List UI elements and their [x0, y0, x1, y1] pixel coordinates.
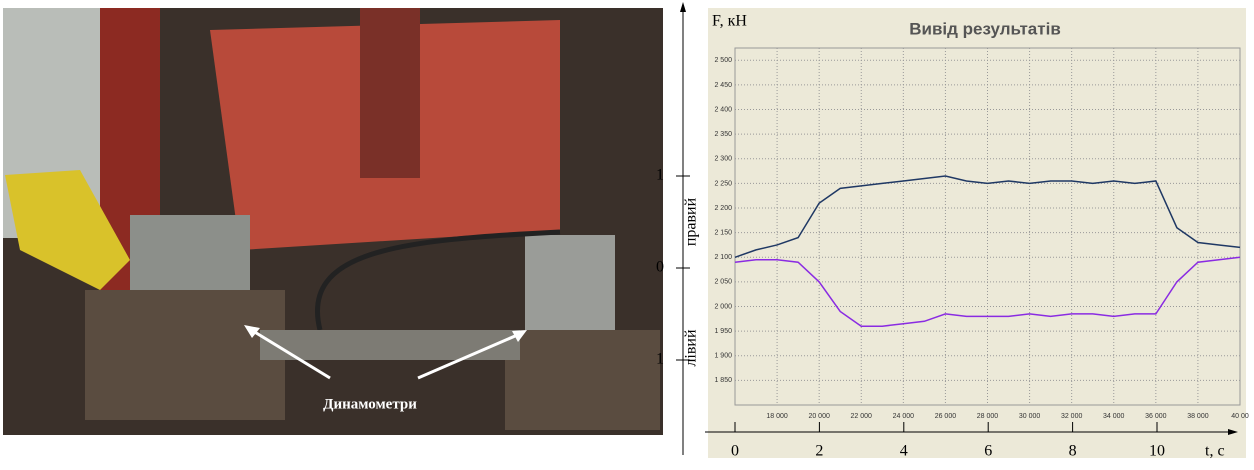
- outer-x-label: t, с: [1205, 443, 1225, 460]
- x-tick-label: 36 000: [1145, 413, 1167, 420]
- photo-label: Динамометри: [323, 396, 417, 412]
- arrow-head: [680, 2, 686, 12]
- y-tick-label: 2 100: [714, 254, 732, 261]
- y-tick-label: 1 900: [714, 353, 732, 360]
- y-tick-label: 2 300: [714, 156, 732, 163]
- x-tick-label: 32 000: [1061, 413, 1083, 420]
- outer-x-tick-label: 8: [1069, 443, 1077, 460]
- y-tick-label: 1 850: [714, 377, 732, 384]
- x-tick-label: 22 000: [851, 413, 873, 420]
- x-tick-label: 40 00: [1231, 413, 1249, 420]
- y-tick-label: 2 200: [714, 205, 732, 212]
- outer-y-tick-label: 0: [656, 259, 664, 276]
- x-tick-label: 38 000: [1187, 413, 1209, 420]
- chart-title: Вивід результатів: [909, 19, 1061, 38]
- figure: Динамометри Вивід результатів F, кН t, с…: [0, 0, 1254, 465]
- outer-y-tick-label: 1: [656, 351, 664, 368]
- y-tick-label: 2 250: [714, 180, 732, 187]
- dynamometer-right: [525, 235, 615, 340]
- y-tick-label: 2 050: [714, 279, 732, 286]
- outer-x-tick-label: 2: [815, 443, 823, 460]
- x-tick-label: 30 000: [1019, 413, 1041, 420]
- outer-x-tick-label: 10: [1149, 443, 1165, 460]
- y-tick-label: 2 350: [714, 131, 732, 138]
- y-tick-label: 2 000: [714, 303, 732, 310]
- y-tick-label: 2 450: [714, 82, 732, 89]
- y-tick-label: 2 150: [714, 229, 732, 236]
- mount-left: [85, 290, 285, 420]
- x-tick-label: 24 000: [893, 413, 915, 420]
- photo: Динамометри: [3, 8, 663, 435]
- outer-x-tick-label: 6: [984, 443, 992, 460]
- x-tick-label: 34 000: [1103, 413, 1125, 420]
- y-tick-label: 2 400: [714, 106, 732, 113]
- outer-x-tick-label: 0: [731, 443, 739, 460]
- rod: [260, 330, 520, 360]
- x-tick-label: 18 000: [766, 413, 788, 420]
- y-tick-label: 2 500: [714, 57, 732, 64]
- outer-y-label: F, кН: [712, 13, 747, 30]
- side-label: лівий: [683, 329, 700, 367]
- outer-x-tick-label: 4: [900, 443, 908, 460]
- outer-y-tick-label: 1: [656, 167, 664, 184]
- x-tick-label: 26 000: [935, 413, 957, 420]
- shaft: [360, 8, 420, 178]
- y-tick-label: 1 950: [714, 328, 732, 335]
- mount-right: [505, 330, 660, 430]
- x-tick-label: 20 000: [808, 413, 830, 420]
- x-tick-label: 28 000: [977, 413, 999, 420]
- side-label: правий: [683, 197, 700, 246]
